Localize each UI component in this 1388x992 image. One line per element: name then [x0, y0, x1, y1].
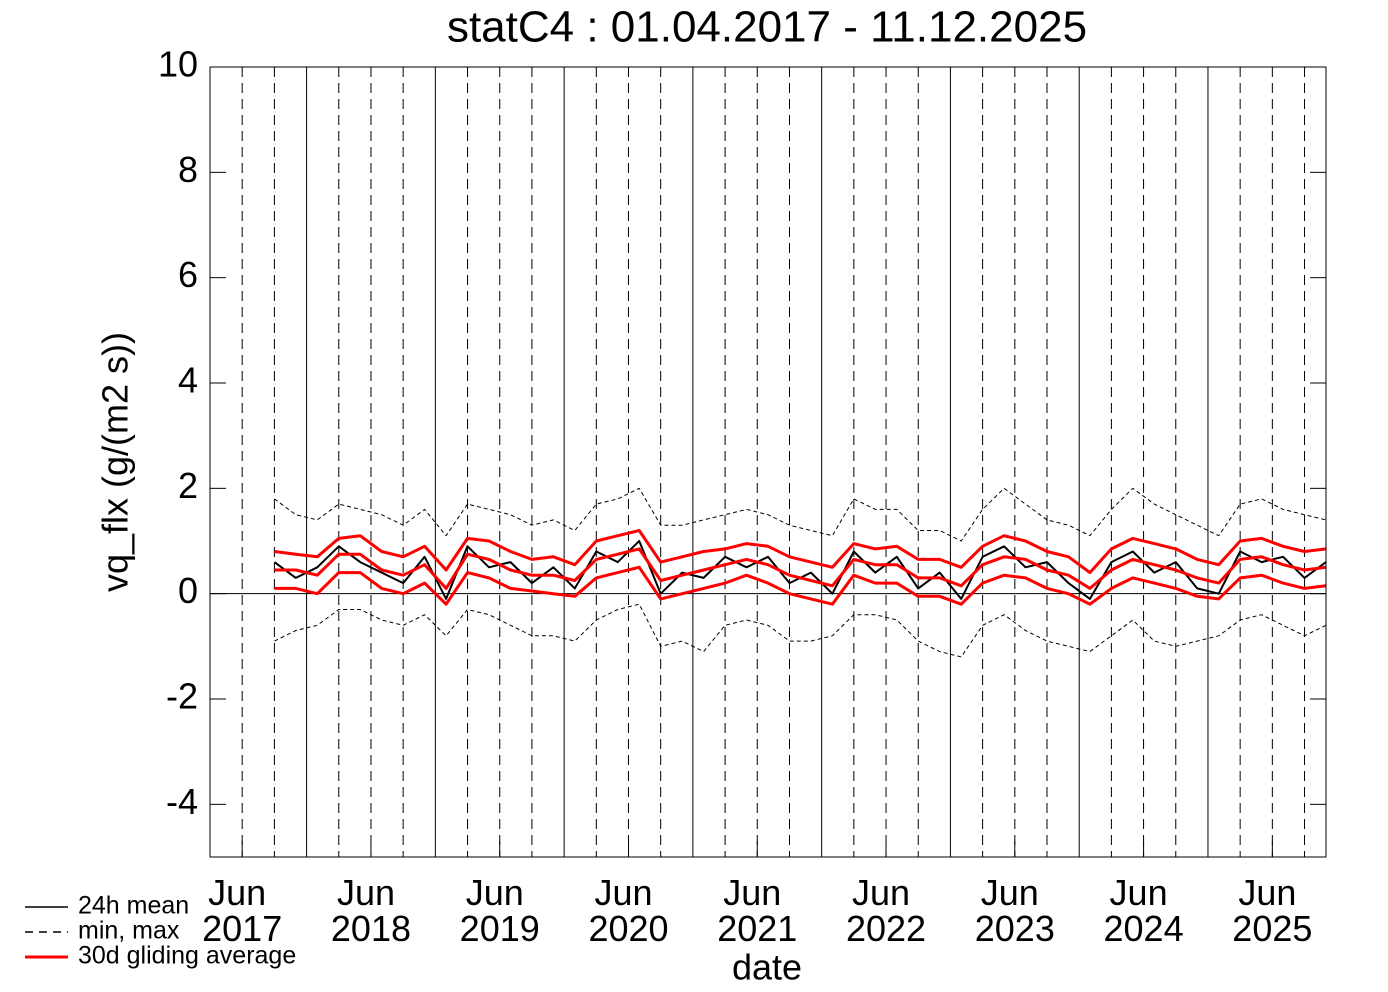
min-line — [274, 603, 1327, 658]
avg-lower-line — [274, 565, 1327, 606]
y-axis-label: vq_flx (g/(m2 s)) — [95, 332, 136, 592]
legend-label: 30d gliding average — [78, 942, 296, 970]
plot-frame — [209, 66, 1327, 858]
y-tick-label: 2 — [178, 465, 198, 506]
x-tick-label: Jun 2019 — [460, 872, 540, 949]
y-tick-label: -4 — [166, 781, 198, 822]
avg-line — [274, 547, 1327, 590]
legend-label: min, max — [78, 917, 180, 945]
x-tick-label: Jun 2022 — [846, 872, 926, 949]
y-tick-label: 6 — [178, 254, 198, 295]
max-line — [274, 487, 1327, 542]
y-tick-label: 8 — [178, 149, 198, 190]
x-axis-label: date — [732, 947, 802, 988]
chart-title: statC4 : 01.04.2017 - 11.12.2025 — [447, 3, 1087, 52]
y-tick-label: 0 — [178, 570, 198, 611]
legend-label: 24h mean — [78, 892, 189, 920]
x-tick-label: Jun 2018 — [331, 872, 411, 949]
x-tick-label: Jun 2024 — [1104, 872, 1184, 949]
x-tick-label: Jun 2025 — [1232, 872, 1312, 949]
x-tick-label: Jun 2023 — [975, 872, 1055, 949]
y-tick-label: 4 — [178, 360, 198, 401]
avg-upper-line — [274, 529, 1327, 575]
x-tick-label: Jun 2017 — [202, 872, 282, 949]
x-tick-label: Jun 2020 — [588, 872, 668, 949]
x-tick-label: Jun 2021 — [717, 872, 797, 949]
y-tick-label: -2 — [166, 676, 198, 717]
y-tick-label: 10 — [158, 44, 198, 85]
